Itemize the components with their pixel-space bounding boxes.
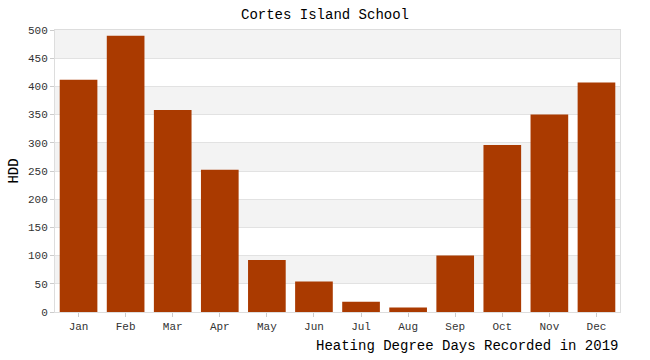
svg-text:450: 450 [28, 53, 48, 65]
svg-text:300: 300 [28, 138, 48, 150]
svg-text:Jun: Jun [304, 321, 324, 333]
svg-text:Oct: Oct [492, 321, 512, 333]
svg-text:400: 400 [28, 81, 48, 93]
svg-text:Mar: Mar [163, 321, 183, 333]
svg-text:200: 200 [28, 194, 48, 206]
svg-text:Aug: Aug [398, 321, 418, 333]
svg-text:Cortes Island School: Cortes Island School [241, 7, 409, 23]
svg-text:0: 0 [41, 307, 48, 319]
svg-text:May: May [257, 321, 277, 333]
svg-text:Nov: Nov [539, 321, 559, 333]
svg-text:Jan: Jan [69, 321, 89, 333]
svg-text:Heating Degree Days Recorded i: Heating Degree Days Recorded in 2019 [316, 338, 618, 354]
svg-text:250: 250 [28, 166, 48, 178]
svg-text:HDD: HDD [6, 158, 22, 183]
svg-text:350: 350 [28, 109, 48, 121]
svg-text:Jul: Jul [351, 321, 371, 333]
svg-text:Feb: Feb [116, 321, 136, 333]
svg-text:Sep: Sep [445, 321, 465, 333]
svg-text:500: 500 [28, 25, 48, 37]
svg-text:50: 50 [35, 279, 48, 291]
svg-text:100: 100 [28, 250, 48, 262]
svg-text:Dec: Dec [587, 321, 607, 333]
svg-text:Apr: Apr [210, 321, 230, 333]
svg-text:150: 150 [28, 222, 48, 234]
